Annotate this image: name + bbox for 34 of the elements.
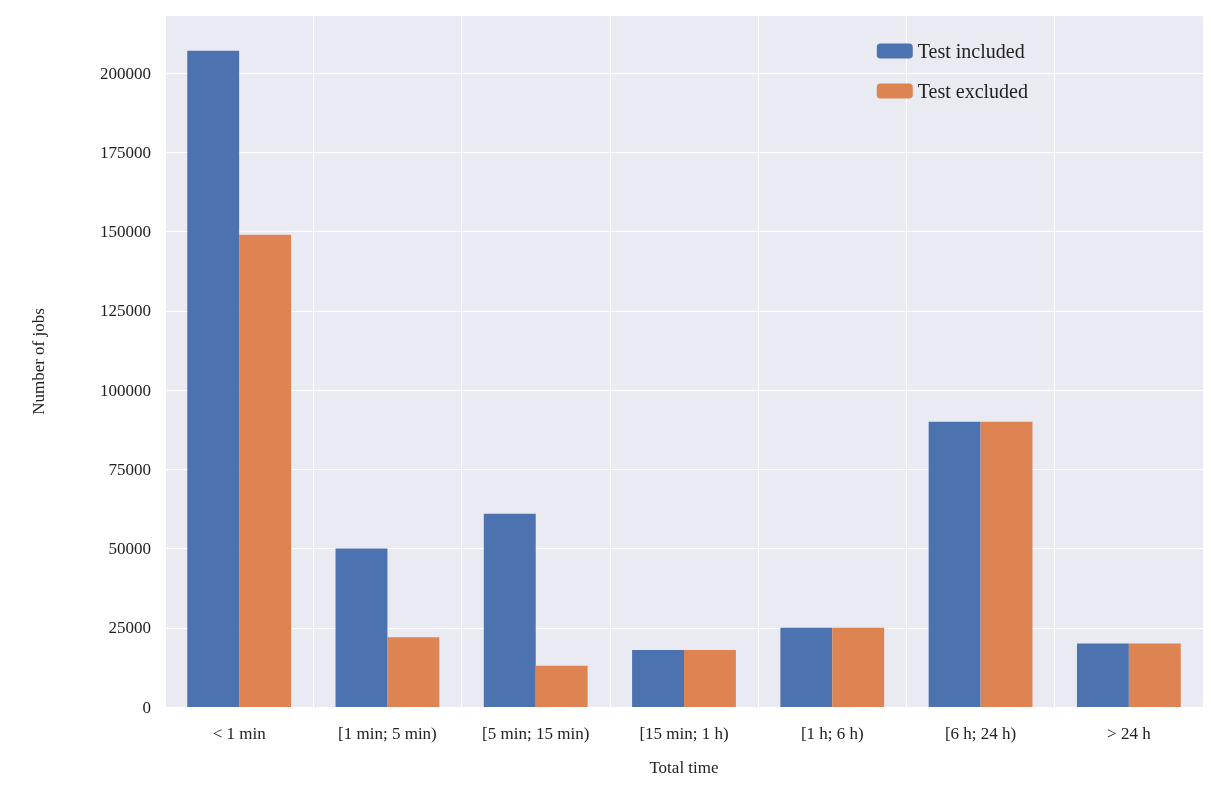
x-tick-label: [1 h; 6 h)	[800, 724, 864, 743]
y-tick-label: 50000	[108, 539, 151, 559]
bar	[1128, 643, 1181, 707]
bar	[387, 637, 440, 707]
x-tick-label: [5 min; 15 min)	[482, 724, 590, 743]
y-tick-label: 175000	[100, 142, 151, 162]
bar	[684, 649, 736, 707]
legend-label: Test included	[917, 40, 1025, 62]
y-tick-label: 125000	[100, 301, 151, 321]
x-axis-title: Total time	[649, 758, 719, 777]
y-tick-label: 75000	[108, 459, 151, 479]
y-tick-label: 100000	[100, 380, 151, 400]
y-axis-title: Number of jobs	[29, 308, 48, 415]
y-tick-label: 25000	[108, 618, 151, 638]
x-tick-label: [6 h; 24 h)	[944, 724, 1017, 743]
bar	[239, 234, 292, 707]
bar	[535, 665, 588, 707]
y-tick-label: 150000	[100, 222, 151, 242]
bar	[980, 421, 1033, 707]
x-tick-label: [15 min; 1 h)	[639, 724, 729, 743]
bar	[335, 548, 388, 707]
x-tick-label: > 24 h	[1107, 724, 1152, 743]
x-tick-label: [1 min; 5 min)	[338, 724, 437, 743]
bar	[632, 649, 684, 707]
y-tick-label: 0	[142, 697, 151, 717]
bar	[483, 513, 536, 707]
bar	[780, 627, 833, 707]
y-tick-label: 200000	[100, 63, 151, 83]
bar	[832, 627, 885, 707]
bar	[928, 421, 981, 707]
x-tick-label: < 1 min	[212, 724, 267, 743]
bar	[187, 50, 240, 707]
legend-label: Test excluded	[917, 80, 1029, 102]
bar	[1076, 643, 1129, 707]
